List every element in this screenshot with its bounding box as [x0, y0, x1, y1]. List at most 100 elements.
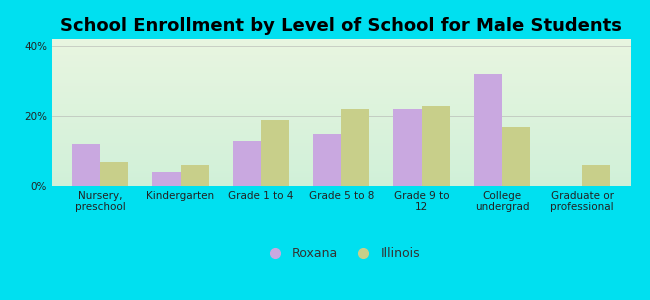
Bar — [52, 79, 630, 80]
Bar — [52, 110, 630, 111]
Bar — [52, 176, 630, 177]
Bar — [52, 133, 630, 134]
Bar — [52, 45, 630, 46]
Bar — [52, 149, 630, 151]
Bar — [52, 178, 630, 180]
Bar — [52, 160, 630, 161]
Bar — [52, 120, 630, 121]
Bar — [52, 174, 630, 176]
Bar — [52, 132, 630, 133]
Bar — [52, 117, 630, 118]
Bar — [52, 51, 630, 52]
Bar — [52, 76, 630, 77]
Bar — [52, 71, 630, 73]
Bar — [52, 137, 630, 139]
Bar — [52, 136, 630, 137]
Bar — [52, 123, 630, 124]
Bar — [52, 62, 630, 64]
Bar — [52, 183, 630, 184]
Bar — [52, 83, 630, 85]
Bar — [52, 65, 630, 67]
Bar — [52, 57, 630, 58]
Bar — [52, 145, 630, 146]
Bar — [52, 48, 630, 49]
Bar — [52, 163, 630, 164]
Bar — [52, 184, 630, 186]
Bar — [52, 167, 630, 168]
Bar — [474, 74, 502, 186]
Bar — [52, 152, 630, 154]
Bar — [52, 46, 630, 48]
Bar — [52, 49, 630, 51]
Bar — [52, 60, 630, 61]
Bar — [52, 44, 630, 45]
Bar — [52, 90, 630, 92]
Bar — [153, 172, 181, 186]
Bar — [261, 119, 289, 186]
Bar — [52, 171, 630, 173]
Bar — [72, 144, 100, 186]
Bar — [52, 102, 630, 104]
Bar — [52, 129, 630, 130]
Bar — [52, 140, 630, 142]
Bar — [52, 86, 630, 88]
Bar — [52, 112, 630, 114]
Bar — [52, 154, 630, 155]
Bar — [52, 111, 630, 112]
Bar — [52, 143, 630, 145]
Bar — [52, 134, 630, 136]
Bar — [52, 42, 630, 44]
Bar — [52, 99, 630, 101]
Bar — [52, 92, 630, 93]
Bar — [52, 173, 630, 174]
Bar — [52, 93, 630, 95]
Bar — [52, 73, 630, 74]
Bar — [52, 64, 630, 65]
Bar — [52, 108, 630, 110]
Bar — [181, 165, 209, 186]
Bar — [52, 74, 630, 76]
Bar — [52, 67, 630, 68]
Bar — [52, 180, 630, 182]
Bar — [52, 40, 630, 42]
Bar — [52, 52, 630, 54]
Bar — [233, 140, 261, 186]
Bar — [52, 39, 630, 40]
Bar — [52, 105, 630, 106]
Bar — [52, 157, 630, 158]
Bar — [52, 130, 630, 132]
Bar — [52, 126, 630, 127]
Bar — [52, 55, 630, 57]
Bar — [52, 70, 630, 71]
Bar — [52, 82, 630, 83]
Bar — [52, 88, 630, 89]
Bar — [52, 54, 630, 55]
Bar — [52, 77, 630, 79]
Bar — [52, 106, 630, 108]
Bar — [52, 58, 630, 60]
Bar — [52, 127, 630, 129]
Bar — [52, 121, 630, 123]
Bar — [52, 158, 630, 160]
Bar — [52, 146, 630, 148]
Bar — [393, 109, 422, 186]
Bar — [52, 89, 630, 91]
Bar — [52, 101, 630, 102]
Bar — [52, 170, 630, 171]
Bar — [52, 80, 630, 82]
Bar — [52, 148, 630, 149]
Bar — [52, 61, 630, 62]
Bar — [52, 165, 630, 167]
Bar — [52, 124, 630, 126]
Bar — [313, 134, 341, 186]
Bar — [52, 114, 630, 116]
Bar — [52, 177, 630, 178]
Bar — [52, 155, 630, 157]
Bar — [52, 139, 630, 140]
Bar — [52, 118, 630, 120]
Bar — [52, 85, 630, 86]
Bar — [52, 161, 630, 163]
Title: School Enrollment by Level of School for Male Students: School Enrollment by Level of School for… — [60, 17, 622, 35]
Bar — [52, 151, 630, 152]
Bar — [52, 164, 630, 165]
